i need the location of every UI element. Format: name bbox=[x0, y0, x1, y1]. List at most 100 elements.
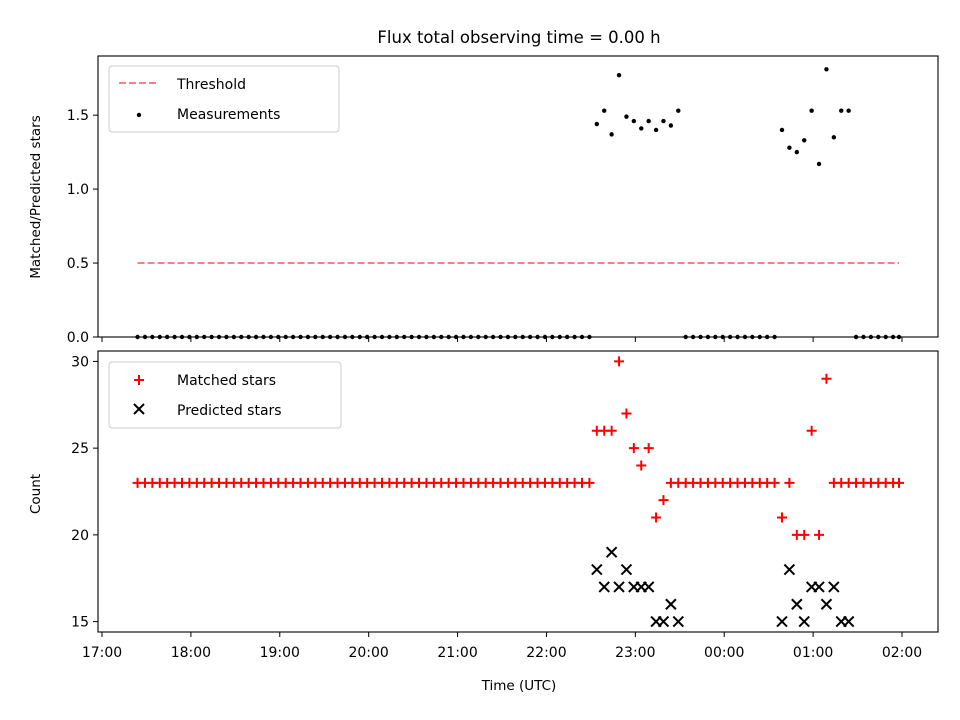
top-panel: 0.0 0.5 1.0 1.5 Matched/Predicted stars Thr… bbox=[28, 55, 939, 346]
measurement-point bbox=[676, 108, 681, 113]
measurement-point bbox=[461, 334, 466, 340]
measurement-point bbox=[379, 334, 385, 340]
measurement-point bbox=[631, 118, 637, 124]
matched-star-point bbox=[658, 495, 669, 506]
predicted-star-point bbox=[798, 615, 810, 628]
predicted-star-point bbox=[642, 581, 655, 593]
top-ytick-label: 1.5 bbox=[67, 108, 89, 124]
measurement-point bbox=[231, 334, 237, 340]
measurement-point bbox=[505, 334, 511, 340]
measurement-point bbox=[550, 334, 555, 340]
measurement-point bbox=[890, 334, 896, 340]
measurement-point bbox=[439, 334, 444, 340]
measurement-point bbox=[839, 108, 844, 113]
measurement-point bbox=[179, 334, 185, 340]
measurement-point bbox=[802, 138, 807, 143]
bottom-legend-box bbox=[108, 361, 342, 429]
measurement-point bbox=[705, 334, 711, 340]
bottom-ytick-label: 30 bbox=[71, 354, 89, 370]
measurement-point bbox=[194, 334, 200, 340]
bottom-x-axis: 17:00 18:00 19:00 20:00 21:00 22:00 23:00 00:00… bbox=[82, 632, 922, 661]
matched-star-point bbox=[769, 477, 780, 488]
bottom-ytick-label: 15 bbox=[71, 615, 89, 631]
matched-star-point bbox=[628, 443, 639, 454]
measurement-point bbox=[216, 334, 222, 340]
predicted-star-point bbox=[620, 563, 633, 576]
bottom-ytick-label: 25 bbox=[71, 441, 89, 457]
measurement-point bbox=[535, 334, 540, 340]
legend-predicted-label: Predicted stars bbox=[177, 403, 282, 419]
measurement-point bbox=[831, 135, 837, 140]
top-ytick-label: 0.0 bbox=[67, 330, 89, 346]
predicted-star-point bbox=[783, 563, 796, 576]
matched-star-point bbox=[894, 477, 905, 488]
measurement-point bbox=[542, 334, 548, 340]
top-legend-box bbox=[108, 65, 340, 133]
predicted-star-point bbox=[591, 563, 603, 576]
measurement-point bbox=[320, 334, 325, 340]
measurement-point bbox=[483, 334, 488, 340]
measurement-point bbox=[668, 123, 674, 128]
predicted-star-point bbox=[657, 615, 670, 628]
measurement-point bbox=[639, 126, 644, 131]
measurement-point bbox=[342, 334, 348, 340]
measurement-point bbox=[335, 334, 340, 340]
xtick-label: 20:00 bbox=[348, 645, 388, 661]
matched-star-point bbox=[814, 529, 825, 540]
predicted-star-point bbox=[791, 598, 803, 610]
counts-layer bbox=[132, 356, 905, 628]
measurement-point bbox=[735, 334, 740, 340]
measurement-point bbox=[261, 334, 266, 340]
predicted-star-point bbox=[613, 581, 625, 593]
matched-star-point bbox=[777, 512, 787, 523]
xtick-label: 21:00 bbox=[437, 645, 477, 661]
matched-star-point bbox=[821, 373, 832, 384]
measurement-point bbox=[713, 334, 718, 340]
measurement-point bbox=[868, 334, 874, 340]
top-ytick-label: 1.0 bbox=[67, 182, 89, 198]
measurement-point bbox=[357, 334, 362, 340]
measurement-point bbox=[594, 121, 600, 127]
measurement-point bbox=[409, 334, 414, 340]
measurement-point bbox=[646, 118, 651, 124]
measurement-point bbox=[624, 114, 629, 119]
measurement-point bbox=[327, 334, 333, 340]
measurement-point bbox=[876, 334, 881, 340]
bottom-panel: 15 20 25 30 17:00 18:00 19:00 20:00 21:00 22:00 2… bbox=[28, 350, 939, 694]
top-plot-frame bbox=[97, 55, 939, 338]
matched-star-point bbox=[614, 356, 625, 367]
measurement-point bbox=[290, 334, 296, 340]
measurement-point bbox=[142, 334, 148, 340]
xtick-label: 02:00 bbox=[882, 645, 922, 661]
measurement-point bbox=[424, 334, 429, 340]
top-y-axis-label: Matched/Predicted stars bbox=[28, 115, 44, 278]
measurement-point bbox=[387, 334, 392, 340]
measurement-point bbox=[246, 334, 251, 340]
measurement-point bbox=[824, 67, 829, 72]
measurement-point bbox=[453, 334, 459, 340]
measurement-point bbox=[896, 334, 902, 340]
xtick-label: 01:00 bbox=[793, 645, 833, 661]
xtick-label: 22:00 bbox=[526, 645, 566, 661]
measurement-point bbox=[809, 108, 814, 113]
measurement-point bbox=[683, 334, 688, 340]
measurement-point bbox=[661, 118, 666, 124]
measurement-point bbox=[431, 334, 437, 340]
measurement-point bbox=[653, 127, 659, 133]
legend-threshold-label: Threshold bbox=[176, 77, 246, 93]
measurement-point bbox=[609, 132, 614, 137]
predicted-star-point bbox=[828, 581, 840, 593]
measurement-point bbox=[209, 334, 214, 340]
bottom-y-axis-label: Count bbox=[28, 474, 44, 514]
measurement-point bbox=[253, 334, 259, 340]
legend-matched-label: Matched stars bbox=[177, 373, 276, 389]
matched-star-point bbox=[636, 460, 647, 471]
xtick-label: 19:00 bbox=[260, 645, 300, 661]
measurement-point bbox=[572, 334, 577, 340]
measurement-point bbox=[498, 334, 503, 340]
predicted-star-point bbox=[776, 615, 788, 628]
measurement-point bbox=[364, 334, 370, 340]
measurement-point bbox=[579, 334, 585, 340]
top-legend: Threshold Measurements bbox=[108, 65, 340, 133]
measurement-point bbox=[164, 334, 170, 340]
